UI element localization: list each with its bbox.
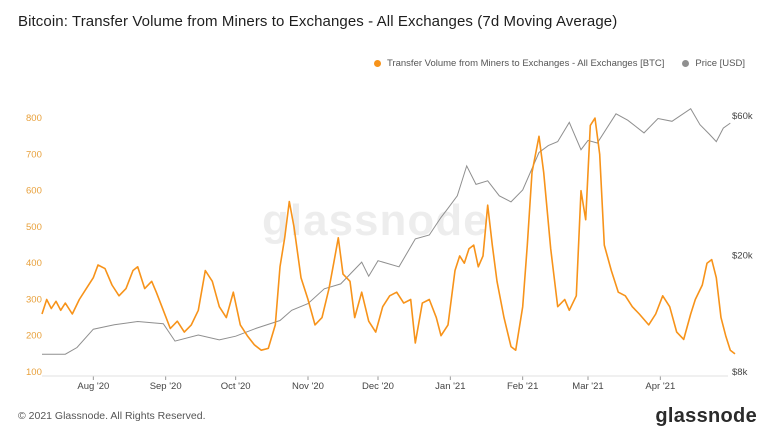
legend-dot-volume: [374, 60, 381, 67]
y-left-tick-1: 200: [26, 331, 42, 342]
legend-label-price: Price [USD]: [695, 58, 745, 69]
x-tick-label-6: Feb '21: [507, 381, 538, 392]
y-right-tick-0: $8k: [732, 367, 748, 378]
x-tick-label-3: Nov '20: [292, 381, 324, 392]
x-tick-label-7: Mar '21: [572, 381, 603, 392]
series-line-price: [42, 107, 731, 355]
legend: Transfer Volume from Miners to Exchanges…: [374, 58, 745, 69]
legend-dot-price: [682, 60, 690, 67]
y-left-tick-3: 400: [26, 258, 42, 269]
y-right-tick-2: $60k: [732, 111, 753, 122]
x-tick-label-8: Apr '21: [645, 381, 675, 392]
y-left-tick-5: 600: [26, 186, 42, 197]
x-tick-label-4: Dec '20: [362, 381, 394, 392]
copyright-text: © 2021 Glassnode. All Rights Reserved.: [18, 410, 206, 422]
y-left-tick-2: 300: [26, 294, 42, 305]
legend-item-volume[interactable]: Transfer Volume from Miners to Exchanges…: [374, 58, 664, 69]
y-right-tick-1: $20k: [732, 251, 753, 262]
y-left-tick-6: 700: [26, 149, 42, 160]
legend-label-volume: Transfer Volume from Miners to Exchanges…: [387, 58, 665, 69]
x-tick-label-2: Oct '20: [221, 381, 251, 392]
y-left-tick-4: 500: [26, 222, 42, 233]
x-tick-label-0: Aug '20: [77, 381, 109, 392]
y-left-tick-0: 100: [26, 367, 42, 378]
y-left-tick-7: 800: [26, 113, 42, 124]
glassnode-logo: glassnode: [655, 405, 757, 427]
chart-title: Bitcoin: Transfer Volume from Miners to …: [18, 13, 618, 30]
x-tick-label-5: Jan '21: [435, 381, 465, 392]
x-tick-label-1: Sep '20: [150, 381, 182, 392]
legend-item-price[interactable]: Price [USD]: [682, 58, 745, 69]
series-line-volume: [41, 117, 736, 355]
